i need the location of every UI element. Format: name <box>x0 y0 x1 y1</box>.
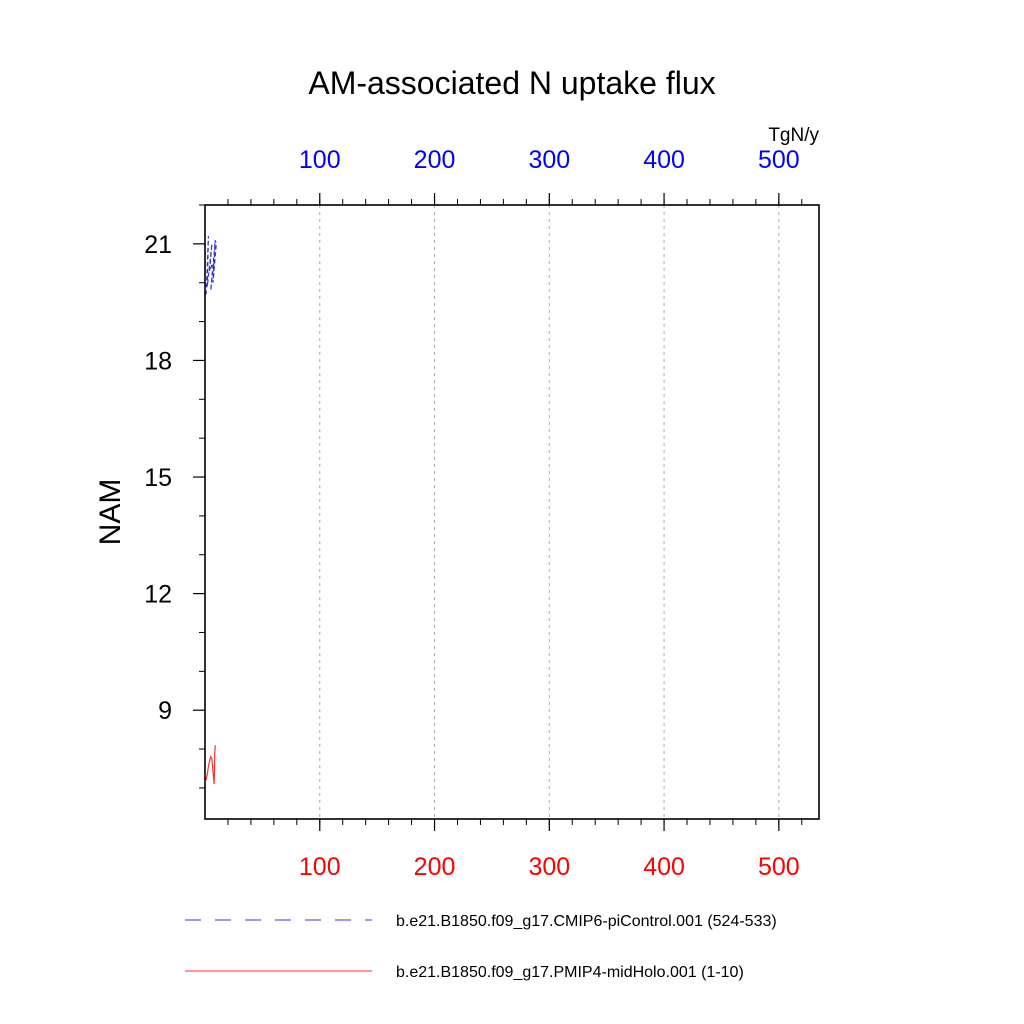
chart-title: AM-associated N uptake flux <box>308 65 715 101</box>
x-tick-label-top: 300 <box>528 146 570 174</box>
y-axis-label: NAM <box>94 479 127 546</box>
y-tick-label: 9 <box>158 697 172 725</box>
y-tick-label: 18 <box>144 347 172 375</box>
x-tick-label-top: 400 <box>643 146 685 174</box>
x-tick-label-top: 500 <box>758 146 800 174</box>
y-tick-label: 15 <box>144 464 172 492</box>
x-tick-label-top: 100 <box>299 146 341 174</box>
x-tick-label-top: 200 <box>414 146 456 174</box>
x-tick-label-bottom: 300 <box>528 853 570 881</box>
tick-marks <box>193 193 803 831</box>
tick-labels: 100 100 200 200 300 300 400 400 500 500 9 12 15 18 21 <box>144 146 800 881</box>
x-tick-label-bottom: 500 <box>758 853 800 881</box>
x-tick-label-bottom: 400 <box>643 853 685 881</box>
legend-label-2: b.e21.B1850.f09_g17.PMIP4-midHolo.001 (1… <box>396 964 744 981</box>
plot-frame <box>204 204 820 820</box>
grid-lines <box>319 205 780 819</box>
units-label: TgN/y <box>768 125 819 146</box>
y-tick-label: 21 <box>144 231 172 259</box>
y-tick-label: 12 <box>144 581 172 609</box>
x-tick-label-bottom: 200 <box>414 853 456 881</box>
x-tick-label-bottom: 100 <box>299 853 341 881</box>
legend: b.e21.B1850.f09_g17.CMIP6-piControl.001 … <box>185 913 777 981</box>
series-lines <box>205 236 218 785</box>
series-line-2 <box>205 745 216 785</box>
legend-label-1: b.e21.B1850.f09_g17.CMIP6-piControl.001 … <box>396 913 777 930</box>
series-line-1 <box>205 236 218 295</box>
